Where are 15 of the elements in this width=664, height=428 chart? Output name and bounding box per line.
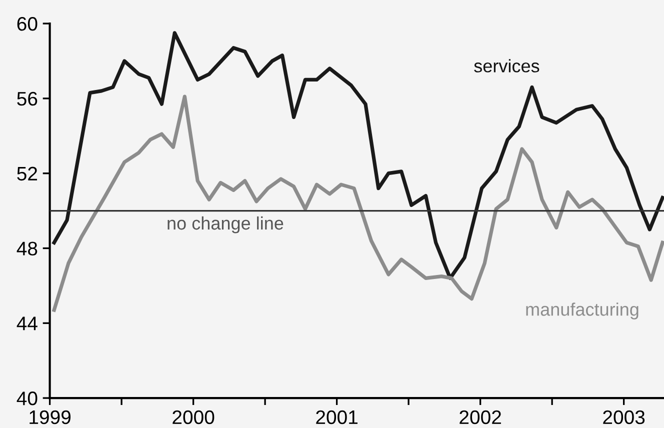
y-tick-label: 44: [16, 316, 38, 330]
x-tick-label: 1999: [30, 410, 71, 424]
y-tick-label: 40: [16, 392, 38, 406]
series-label: manufacturing: [526, 302, 638, 320]
x-tick-label: 2003: [603, 410, 645, 424]
series-label: services: [474, 59, 540, 72]
ref-line-label: no change line: [168, 216, 284, 234]
x-tick-label: 2001: [316, 410, 358, 424]
x-tick-label: 2000: [172, 410, 214, 424]
line-series: [52, 31, 664, 280]
x-tick-label: 2002: [460, 410, 501, 424]
y-tick-label: 60: [17, 17, 38, 31]
y-tick-label: 56: [17, 92, 38, 106]
y-tick-label: 52: [17, 166, 38, 181]
y-tick-label: 48: [16, 242, 38, 256]
